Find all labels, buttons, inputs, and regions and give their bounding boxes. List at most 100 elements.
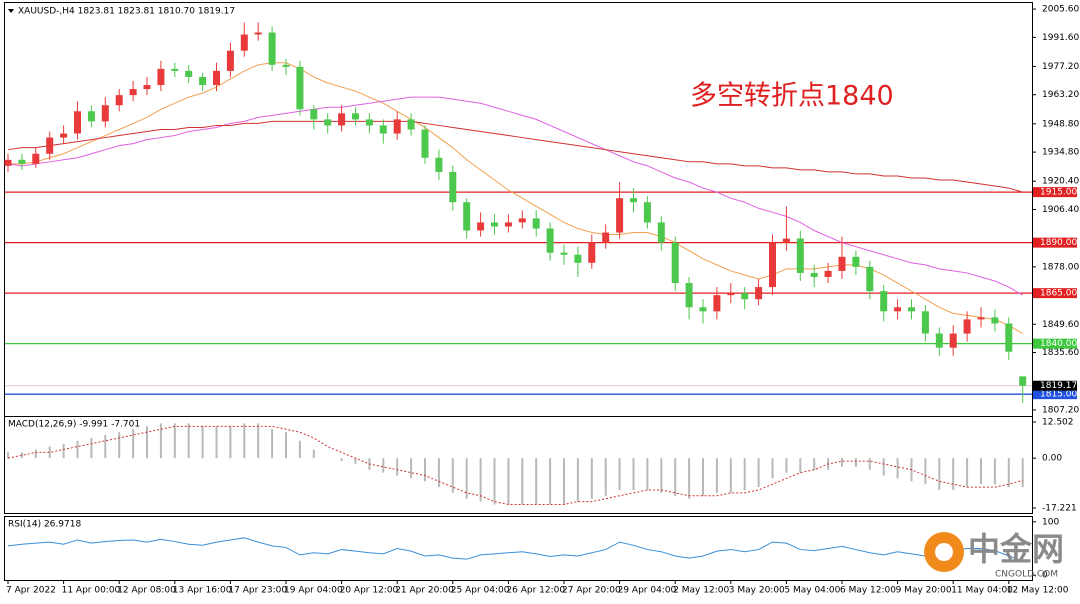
candle-body bbox=[74, 111, 81, 134]
candle-body bbox=[4, 159, 12, 166]
candle-body bbox=[1019, 376, 1027, 386]
candle-body bbox=[713, 295, 721, 312]
candle-body bbox=[1005, 323, 1013, 352]
candle-body bbox=[213, 70, 220, 86]
candle-body bbox=[880, 291, 888, 312]
candle-body bbox=[393, 119, 401, 134]
candle-body bbox=[518, 218, 526, 223]
candle-body bbox=[185, 70, 193, 77]
level-label: 1915.00 bbox=[1040, 188, 1077, 198]
candle-body bbox=[935, 333, 943, 348]
rsi-panel bbox=[4, 516, 1033, 581]
level-tag bbox=[1033, 237, 1077, 248]
y-tick-label: 1906.40 bbox=[1042, 205, 1079, 215]
candle-body bbox=[852, 256, 860, 267]
y-tick-label: 1920.40 bbox=[1042, 177, 1079, 187]
y-tick-label: 12.502 bbox=[1042, 417, 1074, 427]
candle-body bbox=[616, 198, 624, 233]
candle-body bbox=[254, 32, 262, 35]
price-title: XAUUSD-,H4 1823.81 1823.81 1810.70 1819.… bbox=[18, 7, 235, 17]
candle-body bbox=[32, 153, 40, 164]
candle-body bbox=[421, 129, 429, 158]
y-tick-label: 1807.20 bbox=[1042, 405, 1079, 415]
candle-body bbox=[921, 311, 929, 334]
candle-body bbox=[866, 266, 874, 292]
candle-body bbox=[324, 119, 332, 126]
level-label: 1815.00 bbox=[1040, 390, 1077, 400]
watermark: 中金网 CNGOLD.COM bbox=[924, 530, 1064, 580]
candle-body bbox=[379, 125, 387, 134]
menu-arrow bbox=[8, 9, 14, 13]
rsi-title: RSI(14) 26.9718 bbox=[8, 520, 81, 530]
candle-body bbox=[282, 64, 290, 67]
candle-body bbox=[87, 111, 95, 122]
candle-body bbox=[546, 228, 554, 253]
level-tag bbox=[1033, 389, 1077, 400]
candle-body bbox=[602, 232, 610, 243]
signal-line bbox=[7, 425, 1023, 505]
candle-body bbox=[199, 76, 207, 86]
x-tick-label: 13 Apr 16:00 bbox=[173, 586, 232, 596]
candle-body bbox=[630, 198, 637, 203]
x-tick-label: 12 May 12:00 bbox=[1007, 586, 1069, 596]
macd-title: MACD(12,26,9) -9.991 -7.701 bbox=[8, 420, 140, 430]
brand: 中金网 bbox=[968, 530, 1064, 568]
x-tick-label: 11 May 04:00 bbox=[951, 586, 1013, 596]
x-tick-label: 27 Apr 20:00 bbox=[562, 586, 621, 596]
x-tick-label: 12 Apr 08:00 bbox=[117, 586, 176, 596]
candle-body bbox=[908, 307, 915, 312]
candle-body bbox=[157, 68, 165, 86]
candle-body bbox=[115, 95, 123, 106]
y-tick-label: 1977.20 bbox=[1042, 62, 1079, 72]
candle-body bbox=[310, 109, 318, 120]
y-tick-label: 1849.60 bbox=[1042, 320, 1079, 330]
moving-average bbox=[7, 96, 1023, 296]
candle-body bbox=[449, 171, 457, 203]
y-tick-label: -17.221 bbox=[1042, 503, 1077, 513]
candle-body bbox=[769, 242, 776, 288]
candle-body bbox=[129, 89, 137, 96]
candle-body bbox=[796, 238, 804, 273]
candle-body bbox=[101, 105, 109, 122]
rsi-line bbox=[7, 537, 1023, 562]
candle-body bbox=[268, 32, 276, 65]
candle-body bbox=[143, 85, 151, 90]
y-tick-label: 1934.80 bbox=[1042, 148, 1079, 158]
candle-body bbox=[643, 202, 651, 223]
level-tag bbox=[1033, 338, 1077, 349]
candle-body bbox=[949, 333, 957, 348]
y-tick-label: 0.00 bbox=[1042, 454, 1062, 464]
candle-body bbox=[365, 119, 373, 126]
y-tick-label: 1878.00 bbox=[1042, 262, 1079, 272]
x-tick-label: 9 May 20:00 bbox=[896, 586, 952, 596]
candle-body bbox=[226, 50, 234, 71]
candle-body bbox=[240, 34, 248, 51]
moving-average bbox=[7, 120, 1023, 193]
candle-body bbox=[18, 159, 26, 164]
level-tag bbox=[1033, 187, 1077, 198]
candle-body bbox=[560, 252, 568, 255]
y-tick-label: 100 bbox=[1042, 517, 1059, 527]
x-tick-label: 25 Apr 04:00 bbox=[451, 586, 510, 596]
logo-inner bbox=[935, 543, 953, 561]
candle-body bbox=[532, 218, 540, 229]
x-tick-label: 11 Apr 00:00 bbox=[62, 586, 121, 596]
candle-body bbox=[685, 283, 693, 308]
macd-panel bbox=[4, 416, 1033, 514]
x-tick-label: 26 Apr 12:00 bbox=[506, 586, 565, 596]
candle-body bbox=[671, 242, 679, 284]
y-tick-label: 1948.80 bbox=[1042, 119, 1079, 129]
level-label: 1865.00 bbox=[1040, 289, 1077, 299]
level-label: 1840.00 bbox=[1040, 339, 1077, 349]
x-tick-label: 19 Apr 04:00 bbox=[284, 586, 343, 596]
candle-body bbox=[296, 66, 304, 110]
candle-body bbox=[435, 157, 443, 172]
candle-body bbox=[60, 133, 68, 138]
candle-body bbox=[463, 202, 471, 231]
x-tick-label: 3 May 20:00 bbox=[729, 586, 785, 596]
level-tag bbox=[1033, 288, 1077, 299]
x-tick-label: 29 Apr 04:00 bbox=[618, 586, 677, 596]
candle-body bbox=[504, 222, 512, 227]
candle-body bbox=[588, 242, 596, 263]
